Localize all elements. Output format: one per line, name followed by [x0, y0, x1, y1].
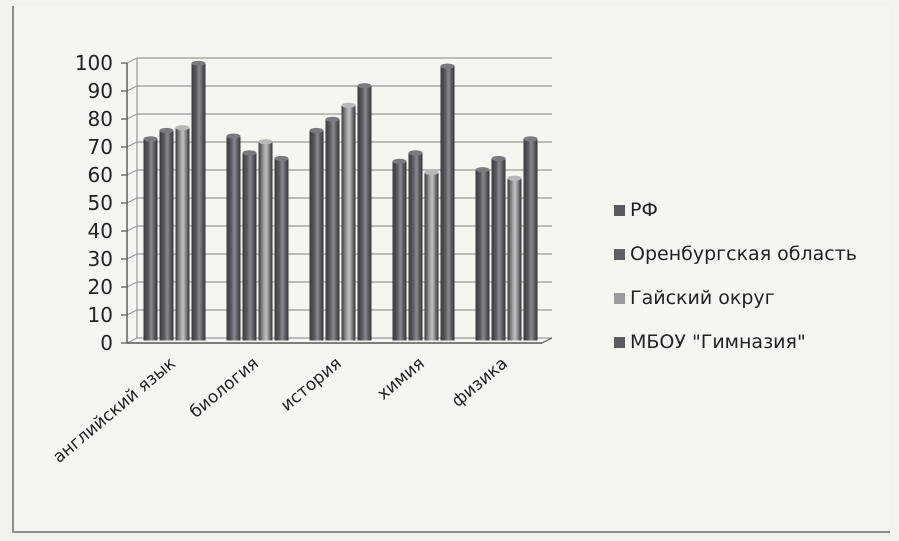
bar-top	[440, 63, 455, 69]
bar-top	[175, 125, 190, 131]
x-category-label: английский язык	[49, 354, 179, 468]
y-tick-label: 90	[88, 79, 113, 103]
legend-swatch	[614, 337, 625, 348]
bar	[175, 127, 190, 341]
bars	[143, 60, 538, 341]
bar	[274, 158, 289, 341]
y-axis-ticks: 0 10 20 30 40 50 60 70 80 90 100	[75, 51, 127, 355]
bar-top	[309, 127, 324, 134]
y-tick-label: 80	[88, 107, 113, 131]
bar	[226, 136, 241, 341]
bar	[491, 158, 506, 341]
gridline-depth	[126, 253, 138, 260]
gridline-depth	[126, 337, 138, 344]
legend-entry: Гайский округ	[630, 287, 775, 309]
gridline-depth	[126, 197, 138, 204]
y-tick-label: 20	[88, 275, 113, 299]
bar-top	[357, 83, 372, 89]
legend-swatch	[614, 205, 625, 216]
bar	[341, 105, 356, 341]
bar-top	[392, 158, 407, 164]
y-tick-label: 30	[88, 247, 113, 271]
bar	[523, 138, 538, 341]
y-tick-label: 60	[88, 163, 113, 187]
y-tick-label: 50	[88, 191, 113, 215]
x-category-label: физика	[448, 354, 512, 412]
bar-top	[523, 136, 538, 142]
bar-top	[424, 169, 439, 176]
bar-top	[325, 116, 340, 122]
x-category-label: химия	[374, 354, 429, 405]
legend-swatch	[614, 293, 625, 304]
bar-top	[475, 167, 490, 173]
bar	[440, 66, 455, 341]
x-axis-categories: английский язык биология история химия физик…	[49, 354, 511, 468]
gridline-depth	[126, 85, 138, 92]
gridline-depth	[126, 113, 138, 120]
bar-top	[408, 150, 423, 156]
bar	[392, 161, 407, 341]
bar	[507, 178, 522, 341]
legend-entry: Оренбургская область	[630, 243, 857, 265]
bar-top	[258, 139, 273, 145]
bar-top	[159, 127, 174, 134]
x-category-label: биология	[186, 354, 263, 423]
bar-top	[341, 102, 356, 108]
bar	[191, 63, 206, 341]
bar	[408, 152, 423, 341]
y-tick-label: 0	[100, 331, 113, 355]
x-category-label: история	[277, 354, 346, 416]
gridline-depth	[126, 225, 138, 232]
bar	[242, 152, 257, 341]
legend-entry: МБОУ "Гимназия"	[630, 331, 806, 353]
floor-edge	[541, 337, 553, 344]
gridline-depth	[126, 141, 138, 148]
gridline-depth	[126, 169, 138, 176]
bar	[159, 130, 174, 341]
bar-top	[242, 150, 257, 156]
gridline-depth	[126, 281, 138, 288]
legend-entry: РФ	[630, 199, 658, 221]
bar	[258, 141, 273, 341]
bar-top	[191, 60, 206, 66]
bar	[357, 85, 372, 341]
bar-top	[143, 136, 158, 142]
bar	[424, 172, 439, 341]
bar-top	[274, 155, 289, 162]
gridline-depth	[126, 309, 138, 316]
bar	[309, 130, 324, 341]
bar-top	[507, 175, 522, 181]
bar	[325, 119, 340, 341]
bar	[475, 169, 490, 341]
gridline-depth	[126, 57, 138, 64]
y-tick-label: 40	[88, 219, 113, 243]
y-tick-label: 10	[88, 303, 113, 327]
bar-top	[226, 133, 241, 139]
y-tick-label: 100	[75, 51, 113, 75]
legend: РФ Оренбургская область Гайский округ МБОУ …	[614, 199, 857, 353]
y-tick-label: 70	[88, 135, 113, 159]
legend-swatch	[614, 249, 625, 260]
bar	[143, 138, 158, 341]
bar-top	[491, 155, 506, 162]
